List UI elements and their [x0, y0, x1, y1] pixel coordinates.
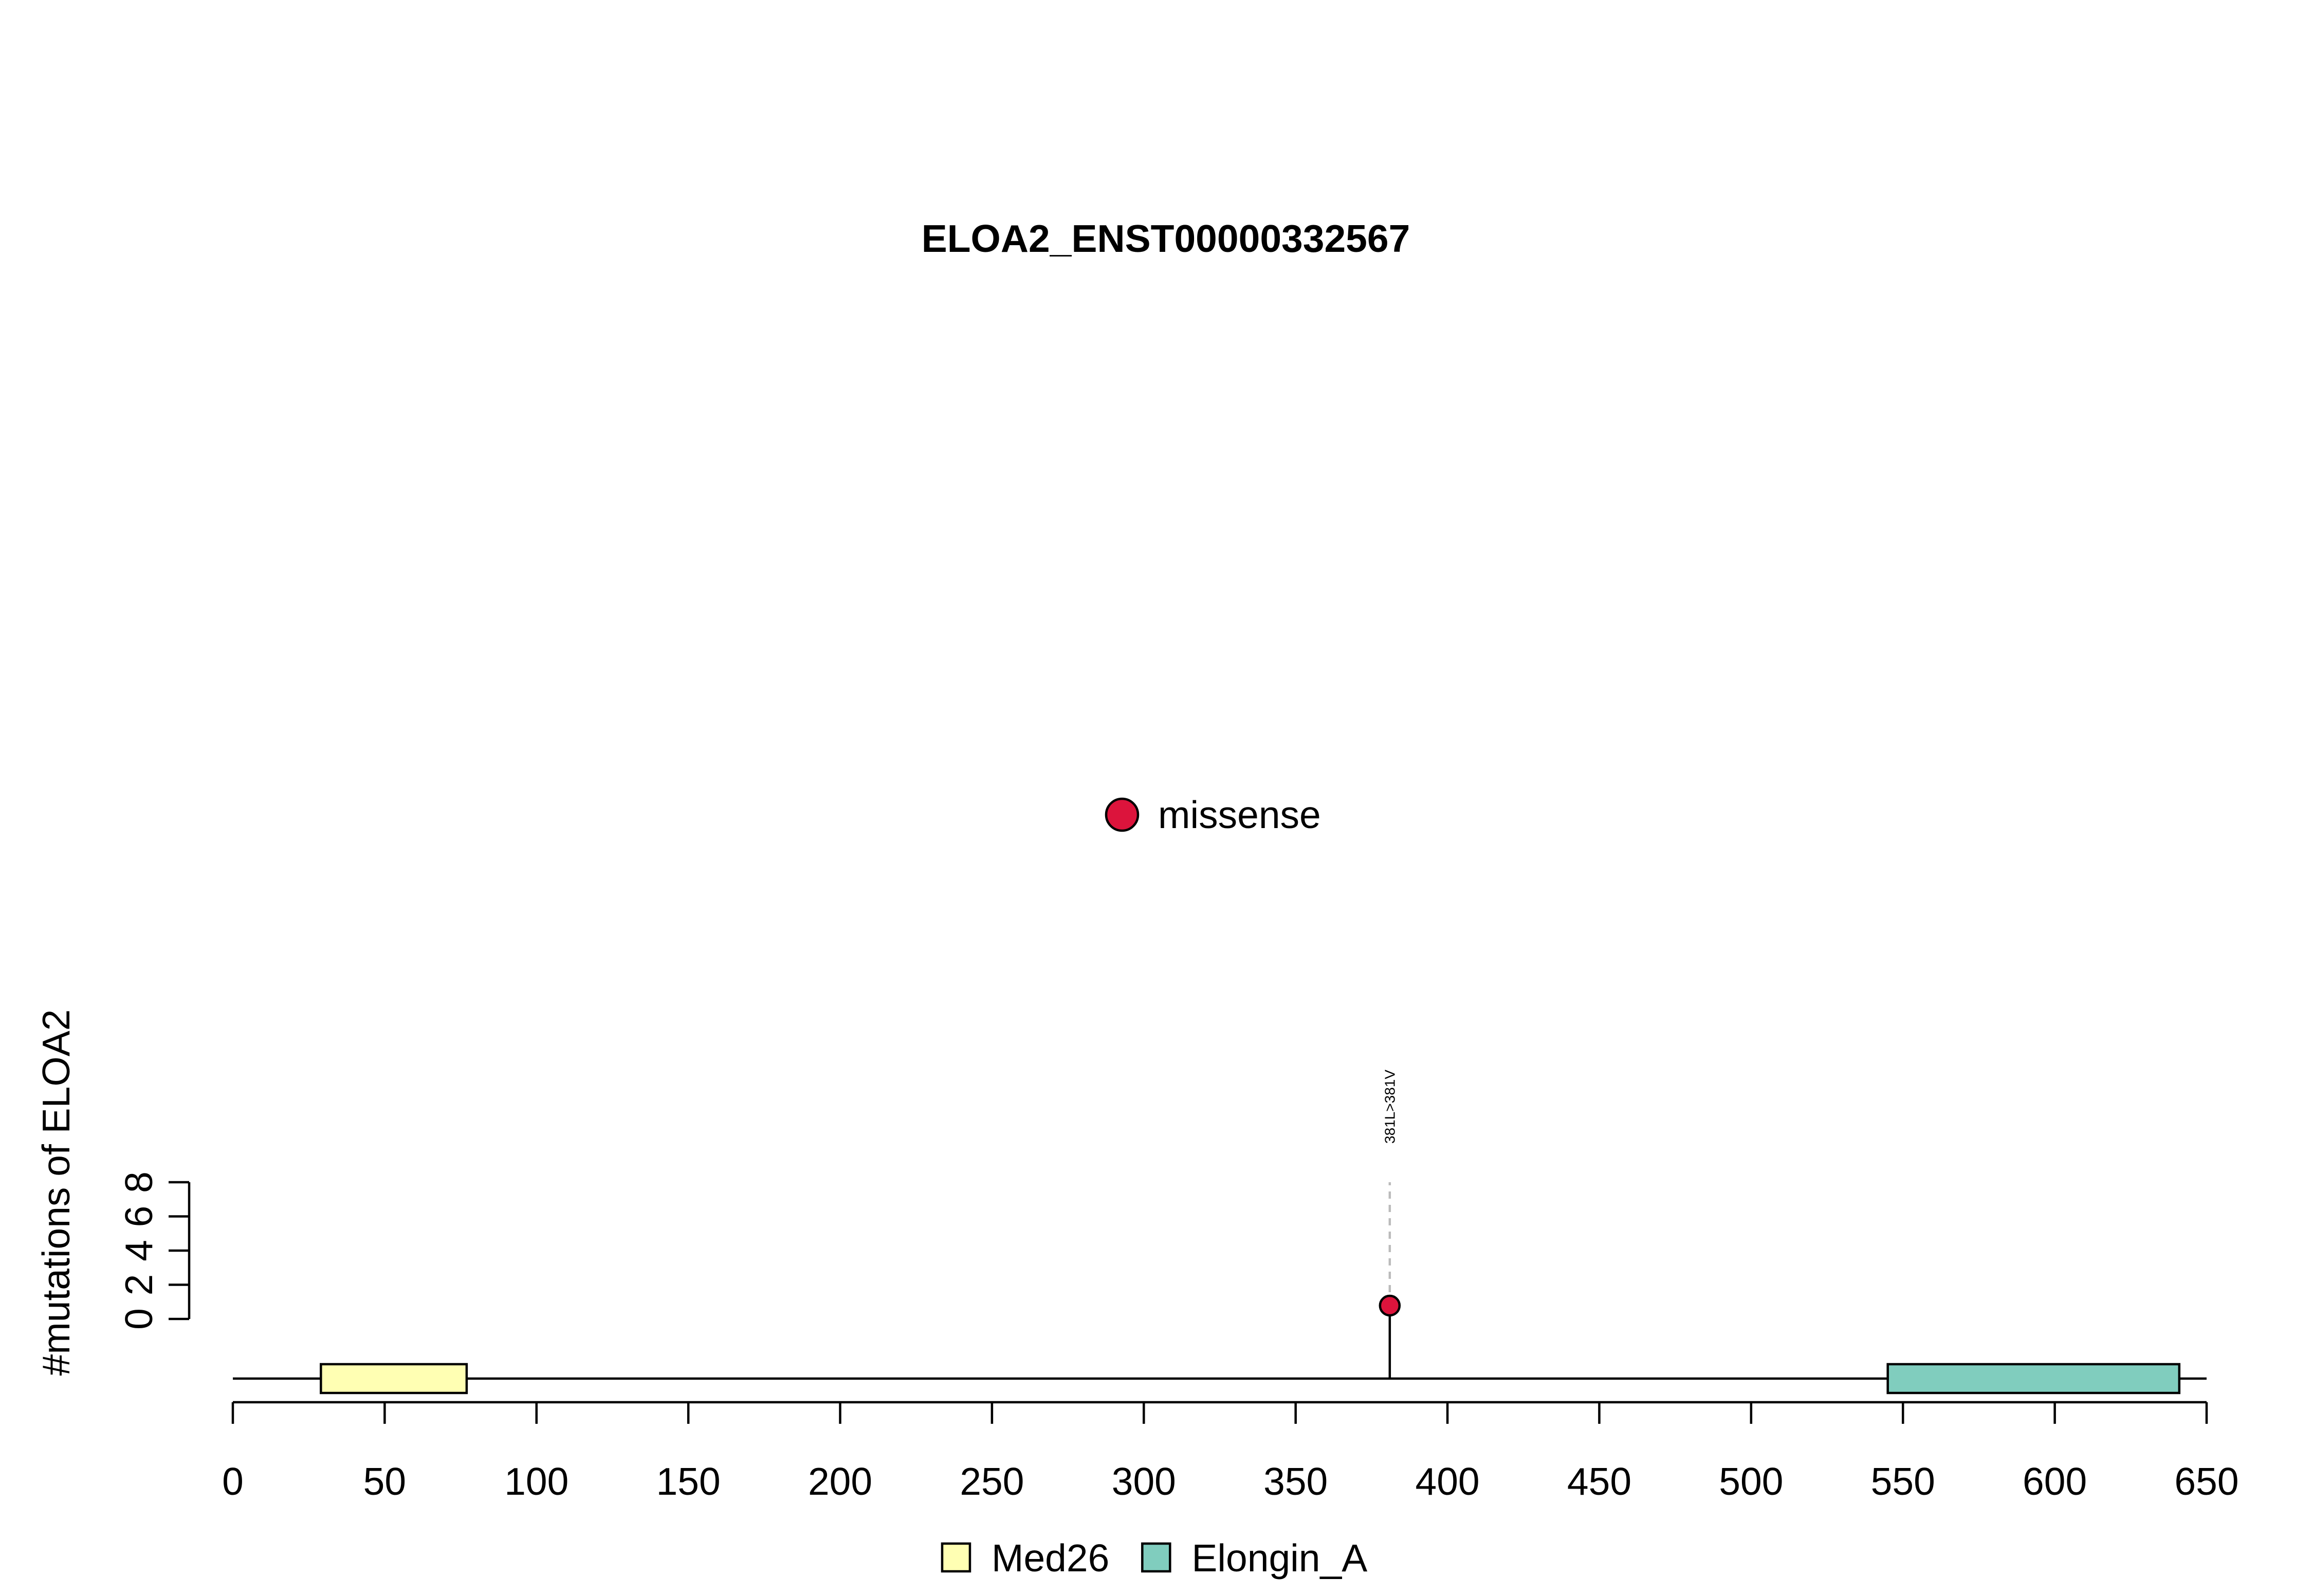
protein-domains [320, 1363, 2181, 1395]
mutation-type-legend: missense [1105, 793, 1321, 836]
domain-Elongin_A [1886, 1363, 2181, 1395]
x-tick-label-500: 500 [1719, 1460, 1783, 1503]
chart-title: ELOA2_ENST00000332567 [922, 217, 1410, 260]
x-tick-label-650: 650 [2174, 1460, 2238, 1503]
legend-marker-missense [1105, 797, 1140, 832]
x-tick-label-350: 350 [1263, 1460, 1328, 1503]
x-tick-label-100: 100 [504, 1460, 568, 1503]
mutation-lollipops: 381L>381V [1379, 1070, 1401, 1379]
y-tick-label-2: 2 [117, 1274, 160, 1296]
domain-legend-swatch-Med26 [941, 1542, 971, 1573]
y-tick-label-6: 6 [117, 1206, 160, 1227]
domain-legend-swatch-Elongin_A [1141, 1542, 1171, 1573]
x-tick-label-200: 200 [808, 1460, 872, 1503]
legend-label-missense: missense [1158, 793, 1321, 836]
y-tick-label-8: 8 [117, 1171, 160, 1193]
domain-legend-label-Med26: Med26 [992, 1536, 1109, 1580]
domain-legend-label-Elongin_A: Elongin_A [1191, 1536, 1367, 1580]
x-tick-label-250: 250 [960, 1460, 1024, 1503]
x-tick-label-0: 0 [222, 1460, 244, 1503]
y-axis: 0 2 4 6 8 [117, 1171, 191, 1330]
y-tick-label-4: 4 [117, 1240, 160, 1261]
x-axis: 0 50 100 150 200 250 300 350 400 450 500 550 600 650 [222, 1401, 2239, 1503]
x-tick-label-450: 450 [1567, 1460, 1631, 1503]
x-tick-label-550: 550 [1871, 1460, 1935, 1503]
domain-legend: Med26 Elongin_A [941, 1536, 1367, 1580]
domain-Med26 [320, 1363, 468, 1395]
x-tick-label-400: 400 [1416, 1460, 1480, 1503]
y-tick-label-0: 0 [117, 1308, 160, 1330]
x-tick-label-600: 600 [2023, 1460, 2087, 1503]
x-tick-label-50: 50 [363, 1460, 406, 1503]
x-tick-label-150: 150 [656, 1460, 721, 1503]
lollipop-label-381: 381L>381V [1382, 1070, 1398, 1144]
lollipop-head-381 [1379, 1294, 1401, 1317]
x-tick-label-300: 300 [1112, 1460, 1176, 1503]
y-axis-label: #mutations of ELOA2 [34, 1010, 78, 1376]
